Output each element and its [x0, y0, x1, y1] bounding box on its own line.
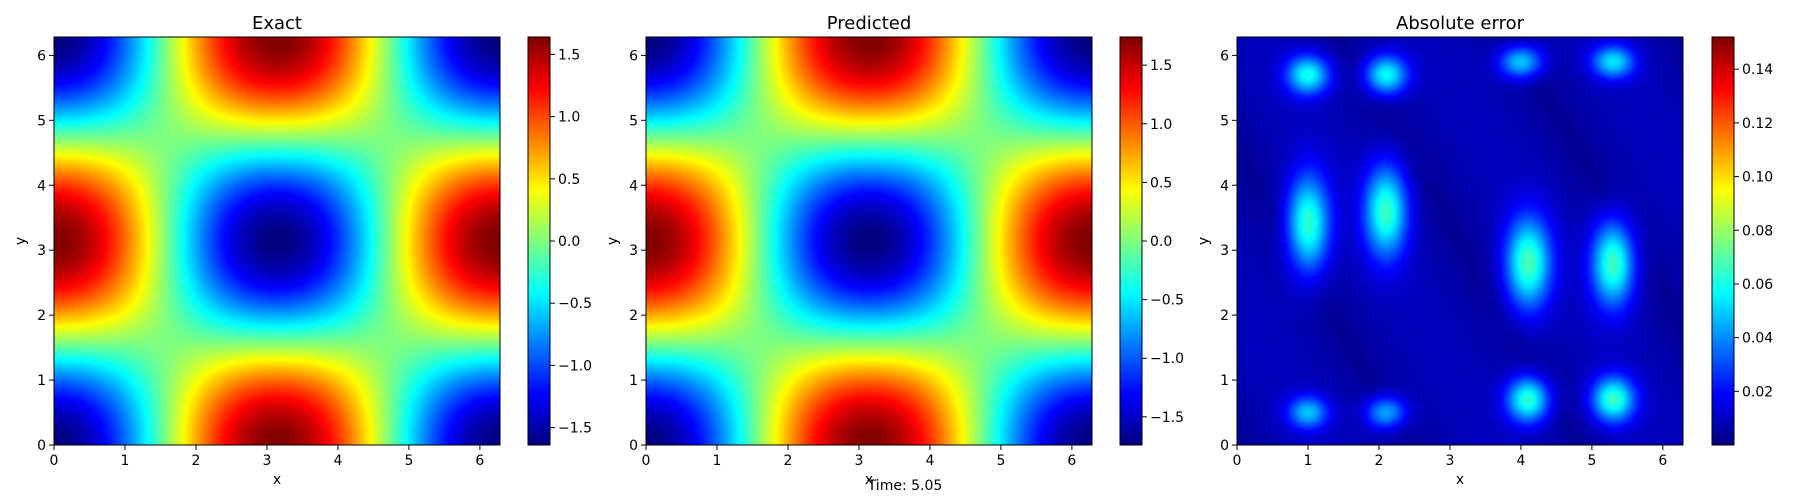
error-cbar-tick-label: 0.10	[1742, 170, 1773, 186]
error-cbar-tick-label: 0.08	[1742, 223, 1773, 239]
error-y-ticks: 0 1 2 3 4 5 6	[1220, 48, 1237, 454]
predicted-panel: Predicted 0 1 2 3 4 5 6 0 1 2 3 4 5 6 x y −1.5 −1.0 −0…	[605, 13, 1184, 488]
predicted-xtick-label: 3	[854, 453, 863, 469]
predicted-x-ticks: 0 1 2 3 4 5 6	[642, 445, 1076, 469]
predicted-cbar-tick-label: −1.5	[1150, 410, 1184, 426]
predicted-heatmap	[646, 37, 1092, 445]
exact-xtick-label: 5	[404, 453, 413, 469]
predicted-ylabel: y	[605, 237, 621, 245]
predicted-xtick-label: 4	[925, 453, 934, 469]
exact-ytick-label: 3	[37, 243, 46, 259]
error-ytick-label: 5	[1220, 113, 1229, 129]
error-heatmap	[1237, 37, 1683, 445]
predicted-y-ticks: 0 1 2 3 4 5 6	[629, 48, 646, 454]
predicted-xtick-label: 6	[1067, 453, 1076, 469]
predicted-title: Predicted	[827, 13, 912, 34]
predicted-axes-frame	[645, 36, 1093, 446]
exact-xtick-label: 6	[475, 453, 484, 469]
predicted-cbar-tick-label: 0.0	[1150, 234, 1172, 250]
predicted-xtick-label: 0	[642, 453, 651, 469]
error-cbar-tick-label: 0.06	[1742, 277, 1773, 293]
predicted-ytick-label: 5	[629, 113, 638, 129]
predicted-ytick-label: 6	[629, 48, 638, 64]
exact-xtick-label: 1	[121, 453, 130, 469]
predicted-colorbar	[1120, 37, 1142, 445]
exact-ytick-label: 4	[37, 178, 46, 194]
exact-ytick-label: 1	[37, 373, 46, 389]
error-xtick-label: 3	[1445, 453, 1454, 469]
error-xtick-label: 5	[1587, 453, 1596, 469]
exact-heatmap	[54, 37, 500, 445]
exact-xtick-label: 4	[333, 453, 342, 469]
error-ytick-label: 6	[1220, 48, 1229, 64]
exact-ylabel: y	[13, 237, 29, 245]
exact-axes-frame	[53, 36, 501, 446]
exact-ytick-label: 6	[37, 48, 46, 64]
exact-cbar-tick-label: −1.0	[558, 358, 592, 374]
exact-xtick-label: 0	[50, 453, 59, 469]
exact-y-ticks: 0 1 2 3 4 5 6	[37, 48, 54, 454]
predicted-cbar-tick-label: −0.5	[1150, 293, 1184, 309]
exact-xtick-label: 2	[192, 453, 201, 469]
predicted-xtick-label: 1	[713, 453, 722, 469]
predicted-cbar-tick-label: 1.0	[1150, 117, 1172, 133]
error-colorbar-frame	[1711, 36, 1735, 446]
predicted-ytick-label: 4	[629, 178, 638, 194]
exact-cbar-tick-label: −1.5	[558, 421, 592, 437]
exact-title: Exact	[252, 13, 302, 34]
error-xtick-label: 6	[1658, 453, 1667, 469]
exact-x-ticks: 0 1 2 3 4 5 6	[50, 445, 484, 469]
error-ytick-label: 3	[1220, 243, 1229, 259]
error-cbar-tick-label: 0.14	[1742, 62, 1773, 78]
predicted-ytick-label: 1	[629, 373, 638, 389]
predicted-colorbar-ticks: −1.5 −1.0 −0.5 0.0 0.5 1.0 1.5	[1142, 58, 1184, 426]
exact-cbar-tick-label: 1.5	[558, 47, 580, 63]
error-cbar-tick-label: 0.02	[1742, 384, 1773, 400]
error-xtick-label: 4	[1516, 453, 1525, 469]
error-ytick-label: 4	[1220, 178, 1229, 194]
exact-cbar-tick-label: −0.5	[558, 296, 592, 312]
error-axes-frame	[1236, 36, 1684, 446]
exact-colorbar	[528, 37, 550, 445]
exact-ytick-label: 5	[37, 113, 46, 129]
error-cbar-tick-label: 0.04	[1742, 331, 1773, 347]
exact-cbar-tick-label: 1.0	[558, 110, 580, 126]
error-xlabel: x	[1456, 472, 1464, 488]
exact-panel: Exact 0 1 2 3 4 5 6 0 1 2 3 4 5 6 x y −1.5 −1.0 −0.5 0.…	[13, 13, 592, 488]
error-xtick-label: 0	[1233, 453, 1242, 469]
exact-xlabel: x	[273, 472, 281, 488]
predicted-ytick-label: 3	[629, 243, 638, 259]
error-ytick-label: 1	[1220, 373, 1229, 389]
time-label: Time: 5.05	[867, 478, 943, 494]
exact-cbar-tick-label: 0.0	[558, 234, 580, 250]
predicted-ytick-label: 2	[629, 308, 638, 324]
predicted-ytick-label: 0	[629, 438, 638, 454]
error-ytick-label: 0	[1220, 438, 1229, 454]
predicted-cbar-tick-label: 1.5	[1150, 58, 1172, 74]
error-colorbar-ticks: 0.02 0.04 0.06 0.08 0.10 0.12 0.14	[1734, 62, 1773, 400]
exact-ytick-label: 0	[37, 438, 46, 454]
predicted-cbar-tick-label: −1.0	[1150, 351, 1184, 367]
predicted-xlabel: x	[865, 472, 873, 488]
error-title: Absolute error	[1396, 13, 1525, 34]
error-xtick-label: 2	[1375, 453, 1384, 469]
error-ytick-label: 2	[1220, 308, 1229, 324]
exact-colorbar-ticks: −1.5 −1.0 −0.5 0.0 0.5 1.0 1.5	[550, 47, 592, 437]
error-cbar-tick-label: 0.12	[1742, 116, 1773, 132]
predicted-xtick-label: 5	[996, 453, 1005, 469]
error-colorbar	[1712, 37, 1734, 445]
error-x-ticks: 0 1 2 3 4 5 6	[1233, 445, 1667, 469]
error-ylabel: y	[1196, 237, 1212, 245]
exact-ytick-label: 2	[37, 308, 46, 324]
exact-xtick-label: 3	[262, 453, 271, 469]
predicted-cbar-tick-label: 0.5	[1150, 175, 1172, 191]
exact-cbar-tick-label: 0.5	[558, 172, 580, 188]
predicted-xtick-label: 2	[784, 453, 793, 469]
error-xtick-label: 1	[1304, 453, 1313, 469]
